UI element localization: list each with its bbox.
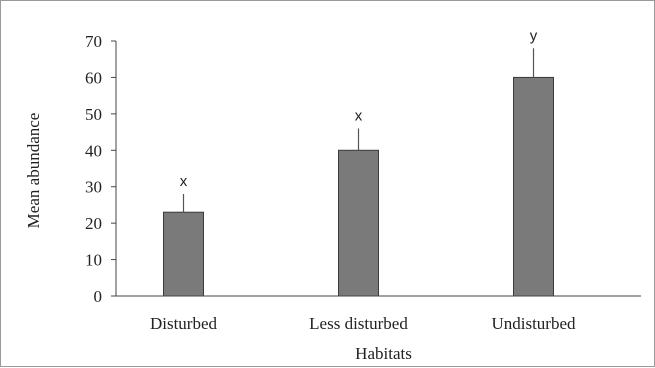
y-tick-label: 60 (85, 68, 102, 87)
y-axis-title: Mean abundance (24, 113, 43, 229)
x-axis-categories: Disturbed Less disturbed Undisturbed (150, 314, 576, 333)
significance-letter: x (355, 107, 363, 124)
significance-letter: y (530, 27, 538, 44)
bar (163, 211, 204, 297)
bar (513, 76, 554, 297)
x-category-label: Undisturbed (491, 314, 576, 333)
y-tick-label: 40 (85, 141, 102, 160)
y-tick-label: 10 (85, 251, 102, 270)
error-bars (182, 48, 535, 213)
y-tick-label: 30 (85, 178, 102, 197)
y-tick-label: 50 (85, 105, 102, 124)
y-axis-ticks: 0 10 20 30 40 50 60 70 (85, 32, 116, 306)
y-tick-label: 70 (85, 32, 102, 51)
y-tick-label: 20 (85, 214, 102, 233)
y-tick-label: 0 (94, 287, 103, 306)
bars (163, 76, 554, 297)
x-axis-title: Habitats (355, 344, 412, 363)
x-category-label: Disturbed (150, 314, 218, 333)
significance-letter: x (180, 173, 188, 190)
significance-letters: x x y (180, 27, 538, 190)
bar (338, 149, 379, 297)
x-category-label: Less disturbed (309, 314, 408, 333)
